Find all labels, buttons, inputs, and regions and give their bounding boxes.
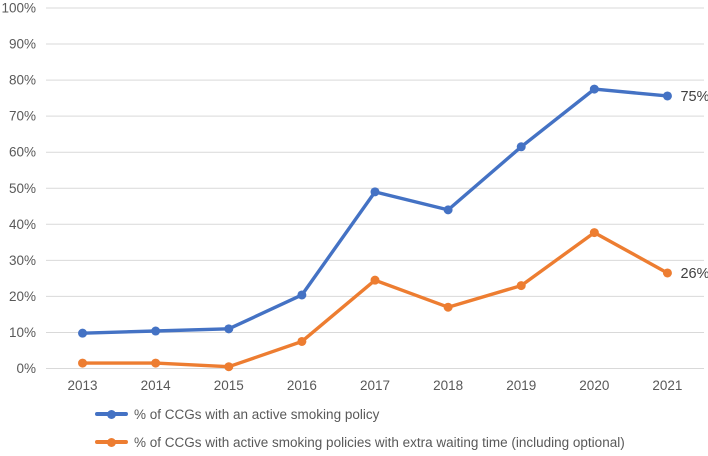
y-axis-tick-label: 20% <box>9 289 36 304</box>
chart-legend: % of CCGs with an active smoking policy … <box>0 405 708 456</box>
x-axis-tick-label: 2021 <box>652 378 682 393</box>
y-axis-tick-label: 10% <box>9 325 36 340</box>
x-axis-tick-label: 2014 <box>141 378 172 393</box>
x-axis-tick-label: 2018 <box>433 378 463 393</box>
legend-line-dot-marker <box>95 437 128 447</box>
y-axis-tick-label: 60% <box>9 145 36 160</box>
series-end-data-label: 26% <box>680 266 708 282</box>
y-axis-tick-label: 100% <box>1 1 36 16</box>
legend-marker-dot <box>107 409 116 419</box>
data-point <box>370 187 380 197</box>
x-axis-tick-label: 2015 <box>214 378 244 393</box>
y-axis-tick-label: 40% <box>9 217 36 232</box>
y-axis-tick-label: 80% <box>9 73 36 88</box>
data-point <box>151 326 161 336</box>
data-point <box>662 268 672 278</box>
data-point <box>443 302 453 312</box>
data-point <box>516 281 526 291</box>
line-chart: 0% 10% 20% 30% 40% 50% 60% 70% 80% 90% 100% 2013 201… <box>1 1 708 394</box>
data-point <box>516 142 526 152</box>
y-axis-tick-label: 70% <box>9 109 36 124</box>
x-axis-tick-label: 2019 <box>506 378 536 393</box>
data-point <box>443 205 453 215</box>
legend-item-extra-waiting-time: % of CCGs with active smoking policies w… <box>95 433 708 451</box>
x-axis-tick-label: 2017 <box>360 378 390 393</box>
data-point <box>151 358 161 368</box>
data-point <box>224 362 234 372</box>
data-point <box>370 275 380 285</box>
data-point <box>224 324 234 334</box>
y-axis-tick-label: 0% <box>16 361 36 376</box>
y-axis-tick-label: 30% <box>9 253 36 268</box>
series-end-data-label: 75% <box>680 89 708 105</box>
y-axis-tick-label: 50% <box>9 181 36 196</box>
series-line-1 <box>80 230 670 369</box>
data-point <box>297 336 307 346</box>
x-axis-tick-label: 2020 <box>579 378 609 393</box>
data-point <box>78 328 88 338</box>
legend-item-active-smoking-policy: % of CCGs with an active smoking policy <box>95 405 708 423</box>
x-axis-tick-label: 2013 <box>68 378 98 393</box>
legend-label: % of CCGs with an active smoking policy <box>134 406 380 422</box>
data-point <box>297 290 307 300</box>
x-axis-tick-label: 2016 <box>287 378 317 393</box>
y-axis-tick-label: 90% <box>9 37 36 52</box>
data-point <box>589 228 599 238</box>
data-point <box>78 358 88 368</box>
data-point <box>589 84 599 94</box>
legend-marker-dot <box>107 437 116 447</box>
legend-line-dot-marker <box>95 409 128 419</box>
legend-label: % of CCGs with active smoking policies w… <box>134 434 625 450</box>
data-point <box>662 91 672 101</box>
